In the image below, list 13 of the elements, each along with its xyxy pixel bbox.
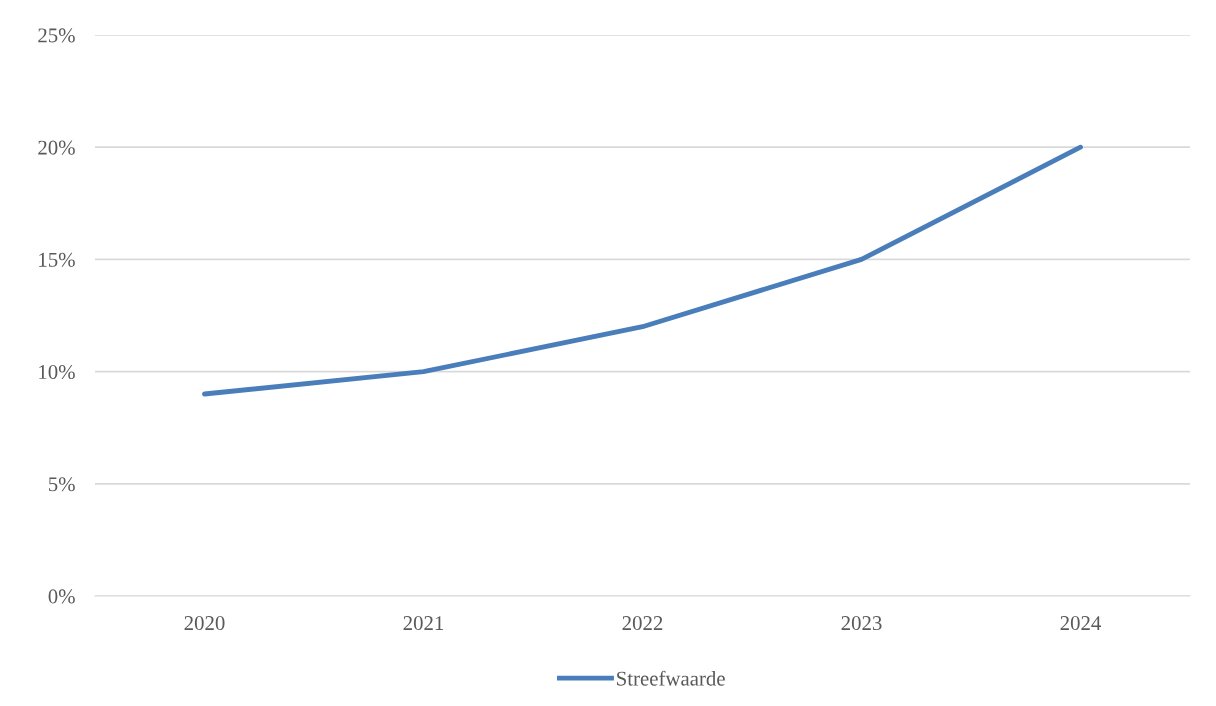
x-tick-label: 2021 bbox=[403, 616, 444, 631]
x-tick-label: 2020 bbox=[184, 616, 225, 631]
x-tick-label: 2024 bbox=[1060, 616, 1102, 631]
line-series bbox=[202, 144, 1083, 397]
x-tick-label: 2023 bbox=[841, 616, 882, 631]
legend-label: Streefwaarde bbox=[617, 670, 725, 686]
y-tick-label: 15% bbox=[39, 252, 75, 267]
x-tick-label: 2022 bbox=[622, 616, 663, 631]
y-tick-label: 5% bbox=[49, 477, 75, 492]
y-tick-label: 20% bbox=[38, 140, 75, 155]
y-tick-label: 10% bbox=[39, 364, 75, 380]
y-tick-label: 25% bbox=[38, 28, 75, 43]
y-tick-label: 0% bbox=[48, 589, 75, 604]
